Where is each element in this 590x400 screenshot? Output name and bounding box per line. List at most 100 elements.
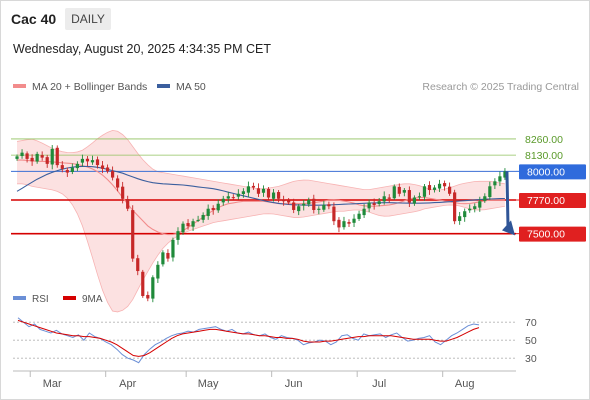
candle-body-92 xyxy=(478,201,482,208)
candle-body-89 xyxy=(463,211,467,218)
candle-body-48 xyxy=(256,188,261,194)
candle-body-19 xyxy=(110,171,115,178)
candle-body-57 xyxy=(302,203,306,206)
candle-body-26 xyxy=(146,294,150,299)
forecast-arrow-head xyxy=(502,220,515,236)
candle-body-43 xyxy=(231,197,235,199)
time-axis-label-2: May xyxy=(198,378,219,390)
candle-body-47 xyxy=(251,185,256,188)
candle-body-83 xyxy=(432,187,437,190)
candle-body-59 xyxy=(312,198,316,210)
candle-body-32 xyxy=(176,231,180,240)
time-axis: Mar Apr May Jun Jul Aug xyxy=(13,370,516,390)
candle-body-65 xyxy=(342,221,346,228)
candle-body-56 xyxy=(297,206,301,212)
legend-rsi-ma: 9MA xyxy=(63,294,103,305)
price-panel: 8260.00 8130.00 8000.00 7770.00 7500.00 xyxy=(11,129,586,313)
candle-body-46 xyxy=(246,186,251,193)
candle-body-69 xyxy=(362,208,366,216)
legend-rsi-ma-label: 9MA xyxy=(82,294,103,305)
bollinger-lower-line xyxy=(17,183,506,313)
candle-body-79 xyxy=(412,197,416,204)
candle-body-66 xyxy=(347,222,351,224)
ma20-swatch xyxy=(13,84,26,89)
candle-body-78 xyxy=(407,190,411,203)
candle-body-18 xyxy=(105,167,110,172)
legend-rsi-label: RSI xyxy=(32,294,49,305)
candle-body-10 xyxy=(65,169,69,173)
candle-body-36 xyxy=(196,219,200,221)
candle-body-72 xyxy=(377,201,381,204)
candle-body-94 xyxy=(488,186,492,198)
time-axis-label-1: Apr xyxy=(119,378,136,390)
level-tag-2 xyxy=(519,164,586,180)
candle-body-45 xyxy=(241,191,245,195)
time-axis-label-5: Aug xyxy=(455,378,475,390)
legend-ma50: MA 50 xyxy=(157,81,206,93)
legend-ma50-label: MA 50 xyxy=(176,81,206,93)
level-label-4: 7500.00 xyxy=(527,229,565,241)
candle-body-30 xyxy=(166,252,170,259)
legend-ma20-label: MA 20 + Bollinger Bands xyxy=(32,81,148,93)
candle-body-21 xyxy=(121,186,125,199)
time-axis-label-0: Mar xyxy=(43,378,62,390)
candle-body-22 xyxy=(126,199,130,209)
candle-body-33 xyxy=(181,223,185,233)
candle-body-42 xyxy=(226,196,230,199)
candle-body-35 xyxy=(191,221,195,227)
rsi-swatch xyxy=(13,296,26,301)
candle-body-44 xyxy=(236,193,240,197)
level-label-2: 8000.00 xyxy=(527,166,565,178)
candle-body-40 xyxy=(216,203,220,211)
rsi-ma-line xyxy=(17,319,480,357)
candle-body-75 xyxy=(392,186,396,199)
ma50-swatch xyxy=(157,84,170,89)
candle-body-9 xyxy=(60,165,64,169)
candle-body-37 xyxy=(201,214,205,220)
candle-body-13 xyxy=(80,158,85,163)
candle-body-23 xyxy=(131,210,135,259)
candle-body-6 xyxy=(45,157,49,164)
candle-body-29 xyxy=(161,252,165,265)
ma20-line xyxy=(17,159,505,236)
level-tag-4 xyxy=(519,226,586,242)
candle-body-84 xyxy=(437,183,442,189)
rsi-tick-label-2: 30 xyxy=(525,353,537,365)
candle-body-81 xyxy=(422,186,427,197)
candle-body-86 xyxy=(448,186,452,194)
candle-body-24 xyxy=(136,258,140,272)
rsi-tick-label-1: 50 xyxy=(525,335,537,347)
bollinger-band-area xyxy=(17,130,505,312)
candle-body-51 xyxy=(271,192,276,199)
candle-body-90 xyxy=(468,208,472,211)
research-credit: Research © 2025 Trading Central xyxy=(422,81,579,93)
candle-body-16 xyxy=(95,159,100,166)
candle-body-73 xyxy=(382,196,386,202)
candle-body-2 xyxy=(25,153,29,159)
candle-body-8 xyxy=(55,147,59,166)
candle-body-53 xyxy=(282,199,286,202)
candle-body-58 xyxy=(307,200,311,205)
rsi-panel: 70 50 30 xyxy=(13,317,537,365)
candle-body-31 xyxy=(171,239,175,258)
candle-body-80 xyxy=(417,196,422,198)
candle-body-4 xyxy=(35,153,39,162)
candle-body-41 xyxy=(221,198,225,203)
candle-body-27 xyxy=(151,277,155,299)
candle-body-17 xyxy=(100,165,105,169)
candle-body-82 xyxy=(427,185,432,191)
candle-body-95 xyxy=(493,181,497,186)
rsi-ma-swatch xyxy=(63,296,76,301)
candle-body-88 xyxy=(458,216,462,221)
candle-body-63 xyxy=(332,206,336,222)
level-tag-3 xyxy=(519,193,586,209)
time-axis-label-4: Jul xyxy=(372,378,386,390)
candle-body-68 xyxy=(357,213,361,219)
timeframe-button[interactable]: DAILY xyxy=(65,8,111,30)
candle-body-52 xyxy=(276,192,281,199)
candle-body-28 xyxy=(156,264,160,279)
candle-body-3 xyxy=(30,157,34,162)
candle-body-77 xyxy=(402,190,406,193)
